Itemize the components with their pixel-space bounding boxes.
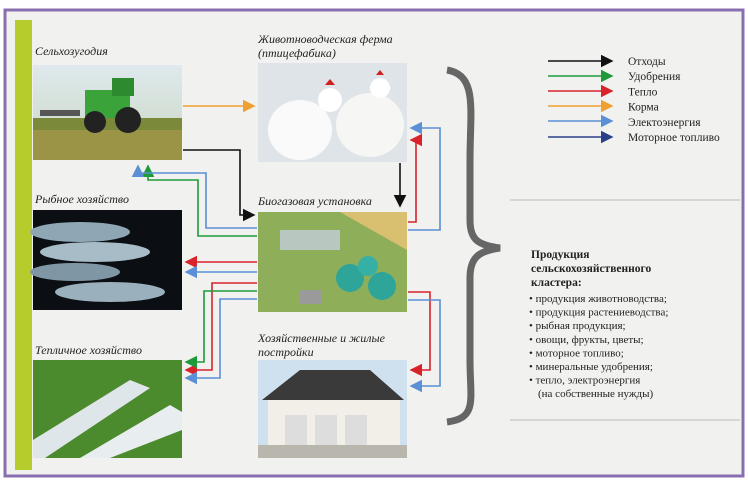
- image-fish: [30, 210, 182, 310]
- node-label: Сельхозугодия: [35, 44, 108, 58]
- products-title: сельскохозяйственного: [531, 263, 651, 275]
- products-item: • продукция растениеводства;: [529, 307, 668, 319]
- node-label: Тепличное хозяйство: [35, 343, 142, 357]
- legend-label: Моторное топливо: [628, 132, 720, 144]
- products-item: • продукция животноводства;: [529, 293, 667, 305]
- image-biogas: [258, 212, 407, 312]
- legend-label: Отходы: [628, 56, 666, 68]
- products-title: Продукция: [531, 249, 589, 261]
- products-title: кластера:: [531, 277, 582, 289]
- node-label: Животноводческая ферма: [257, 32, 393, 46]
- products-item: • овощи, фрукты, цветы;: [529, 334, 644, 346]
- products-item: • моторное топливо;: [529, 347, 624, 359]
- legend-label: Удобрения: [628, 71, 681, 83]
- image-greenhouse: [33, 360, 182, 458]
- legend-label: Корма: [628, 102, 659, 114]
- legend-label: Электоэнергия: [628, 117, 701, 129]
- node-label: Хозяйственные и жилые: [257, 331, 386, 345]
- node-label: (птицефабика): [258, 46, 336, 60]
- node-label: постройки: [258, 345, 314, 359]
- diagram: Сельхозугодия Животноводческая ферма (пт…: [0, 0, 748, 480]
- node-label: Рыбное хозяйство: [34, 192, 129, 206]
- products-item: • минеральные удобрения;: [529, 361, 653, 373]
- products-item: • тепло, электроэнергия: [529, 375, 640, 387]
- products-item: (на собственные нужды): [538, 388, 653, 400]
- image-house: [258, 360, 407, 458]
- legend-label: Тепло: [628, 86, 658, 98]
- products-item: • рыбная продукция;: [529, 320, 626, 332]
- node-label: Биогазовая установка: [257, 194, 372, 208]
- side-bar: [15, 20, 32, 470]
- image-chickens: [258, 63, 407, 162]
- image-field: [33, 65, 182, 160]
